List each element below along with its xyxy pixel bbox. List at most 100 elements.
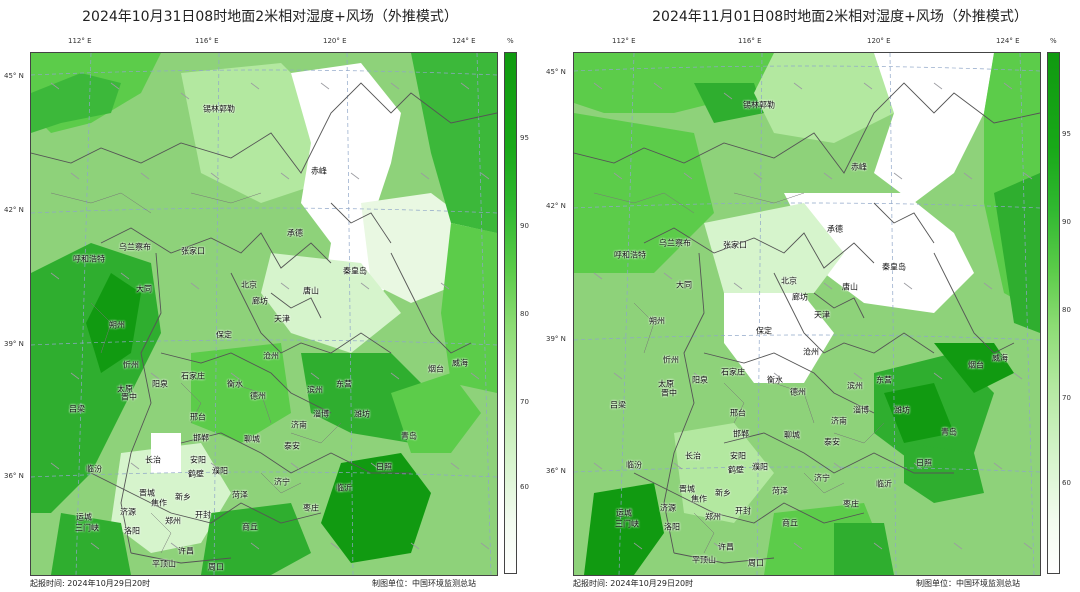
- start-time-value: 2024年10月29日20时: [67, 579, 151, 588]
- city-label: 乌兰察布: [119, 242, 151, 252]
- city-label: 滨州: [847, 381, 863, 391]
- longitude-label: 112° E: [68, 37, 92, 45]
- colorbar-tick: 90: [520, 222, 529, 230]
- city-label: 邢台: [730, 408, 746, 418]
- city-label: 商丘: [242, 522, 258, 532]
- city-label: 淄博: [853, 405, 869, 415]
- city-label: 菏泽: [232, 490, 248, 500]
- city-label: 张家口: [723, 240, 747, 250]
- colorbar-unit: %: [1050, 37, 1057, 45]
- city-label: 长治: [145, 455, 161, 465]
- city-label: 廊坊: [252, 296, 268, 306]
- city-label: 许昌: [178, 546, 194, 556]
- city-label: 临汾: [86, 464, 102, 474]
- city-label: 德州: [250, 391, 266, 401]
- colorbar-unit: %: [507, 37, 514, 45]
- city-label: 焦作: [691, 494, 707, 504]
- latitude-label: 45° N: [4, 72, 24, 80]
- city-label: 平顶山: [692, 555, 716, 565]
- city-label: 太原: [658, 379, 674, 389]
- city-label: 赤峰: [311, 166, 327, 176]
- city-label: 晋中: [121, 392, 137, 402]
- city-label: 朔州: [649, 316, 665, 326]
- city-label: 忻州: [663, 355, 679, 365]
- city-label: 泰安: [824, 437, 840, 447]
- city-label: 承德: [287, 228, 303, 238]
- city-label: 锡林郭勒: [743, 100, 775, 110]
- colorbar-tick: 95: [520, 134, 529, 142]
- city-label: 长治: [685, 451, 701, 461]
- city-label: 临沂: [336, 483, 352, 493]
- city-label: 济源: [660, 503, 676, 513]
- latitude-label: 45° N: [546, 68, 566, 76]
- city-label: 吕梁: [610, 400, 626, 410]
- city-label: 济宁: [814, 473, 830, 483]
- longitude-label: 124° E: [996, 37, 1020, 45]
- humidity-map: 锡林郭勒 赤峰 承德 乌兰察布 张家口 呼和浩特 秦皇岛 北京 唐山 大同 廊坊…: [573, 52, 1041, 576]
- city-label: 石家庄: [721, 367, 745, 377]
- city-label: 商丘: [782, 518, 798, 528]
- city-label: 忻州: [123, 360, 139, 370]
- start-time-text: 起报时间: 2024年10月29日20时: [573, 578, 693, 589]
- city-label: 泰安: [284, 441, 300, 451]
- city-label: 晋城: [139, 488, 155, 498]
- city-label: 太原: [117, 384, 133, 394]
- longitude-label: 116° E: [195, 37, 219, 45]
- city-label: 阳泉: [152, 379, 168, 389]
- humidity-colorbar: [1047, 52, 1060, 574]
- latitude-label: 36° N: [4, 472, 24, 480]
- longitude-label: 120° E: [323, 37, 347, 45]
- start-time-text: 起报时间: 2024年10月29日20时: [30, 578, 150, 589]
- producer-text: 制图单位：中国环境监测总站: [916, 579, 1020, 588]
- latitude-label: 36° N: [546, 467, 566, 475]
- city-label: 邢台: [190, 412, 206, 422]
- map-panel-left: 2024年10月31日08时地面2米相对湿度+风场（外推模式） 112° E 1…: [4, 9, 529, 589]
- city-label: 大同: [136, 284, 152, 294]
- latitude-label: 42° N: [4, 206, 24, 214]
- city-label: 衡水: [227, 379, 243, 389]
- humidity-map: 锡林郭勒 赤峰 承德 乌兰察布 张家口 呼和浩特 秦皇岛 北京 唐山 大同 廊坊…: [30, 52, 498, 576]
- city-label: 锡林郭勒: [203, 104, 235, 114]
- humidity-field: [574, 53, 1040, 575]
- city-label: 开封: [195, 510, 211, 520]
- city-label: 济源: [120, 507, 136, 517]
- city-label: 开封: [735, 506, 751, 516]
- city-label: 济南: [831, 416, 847, 426]
- longitude-label: 116° E: [738, 37, 762, 45]
- city-label: 枣庄: [303, 503, 319, 513]
- city-label: 天津: [814, 310, 830, 320]
- city-label: 青岛: [401, 431, 417, 441]
- map-title: 2024年10月31日08时地面2米相对湿度+风场（外推模式）: [82, 9, 458, 25]
- city-label: 天津: [274, 314, 290, 324]
- city-label: 鹤壁: [728, 465, 744, 475]
- colorbar-tick: 60: [1062, 479, 1071, 487]
- city-label: 威海: [452, 358, 468, 368]
- city-label: 北京: [781, 276, 797, 286]
- city-label: 三门峡: [615, 519, 639, 529]
- city-label: 枣庄: [843, 499, 859, 509]
- colorbar-tick: 70: [520, 398, 529, 406]
- city-label: 承德: [827, 224, 843, 234]
- city-label: 吕梁: [69, 404, 85, 414]
- city-label: 新乡: [175, 492, 191, 502]
- start-time-label: 起报时间:: [573, 579, 608, 588]
- city-label: 保定: [756, 326, 772, 336]
- city-label: 大同: [676, 280, 692, 290]
- city-label: 安阳: [190, 455, 206, 465]
- city-label: 张家口: [181, 246, 205, 256]
- longitude-label: 120° E: [867, 37, 891, 45]
- city-label: 德州: [790, 387, 806, 397]
- colorbar-tick: 60: [520, 483, 529, 491]
- colorbar-tick: 70: [1062, 394, 1071, 402]
- city-label: 淄博: [313, 409, 329, 419]
- city-label: 焦作: [151, 498, 167, 508]
- city-label: 运城: [616, 508, 632, 518]
- colorbar-tick: 80: [1062, 306, 1071, 314]
- colorbar-tick: 95: [1062, 130, 1071, 138]
- colorbar-tick: 80: [520, 310, 529, 318]
- city-label: 烟台: [428, 364, 444, 374]
- city-label: 临沂: [876, 479, 892, 489]
- city-label: 唐山: [303, 286, 319, 296]
- map-panel-right: 2024年11月01日08时地面2米相对湿度+风场（外推模式） 112° E 1…: [540, 0, 1080, 592]
- city-label: 洛阳: [664, 522, 680, 532]
